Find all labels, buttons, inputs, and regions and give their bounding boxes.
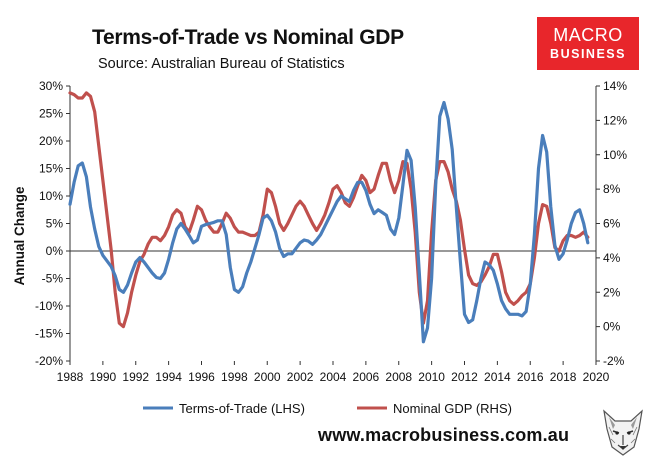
brand-logo[interactable]: MACRO BUSINESS <box>537 17 639 70</box>
left-tick-label: -10% <box>35 299 63 313</box>
series-line-nominal-gdp <box>68 91 590 329</box>
right-tick-label: 10% <box>603 148 627 162</box>
x-tick-label: 1996 <box>188 370 215 384</box>
brand-logo-line1: MACRO <box>553 25 623 45</box>
left-tick-label: 5% <box>46 217 64 231</box>
website-url[interactable]: www.macrobusiness.com.au <box>318 425 570 445</box>
x-tick-label: 2010 <box>418 370 445 384</box>
y-axis-label: Annual Change <box>12 186 27 285</box>
right-tick-label: 14% <box>603 79 627 93</box>
left-tick-label: -5% <box>42 272 64 286</box>
left-tick-label: -20% <box>35 354 63 368</box>
x-tick-label: 2008 <box>385 370 412 384</box>
right-tick-label: -2% <box>603 354 625 368</box>
legend-label-gdp: Nominal GDP (RHS) <box>393 401 512 416</box>
x-tick-label: 2002 <box>287 370 314 384</box>
left-tick-label: 30% <box>39 79 63 93</box>
x-tick-label: 2014 <box>484 370 511 384</box>
left-tick-label: 20% <box>39 134 63 148</box>
x-tick-label: 2016 <box>517 370 544 384</box>
x-tick-label: 2018 <box>550 370 577 384</box>
right-tick-label: 4% <box>603 251 621 265</box>
right-tick-label: 6% <box>603 217 621 231</box>
right-tick-label: 2% <box>603 285 621 299</box>
left-tick-label: 10% <box>39 189 63 203</box>
left-tick-label: 15% <box>39 162 63 176</box>
x-tick-label: 2000 <box>254 370 281 384</box>
x-tick-label: 2006 <box>353 370 380 384</box>
legend-label-tot: Terms-of-Trade (LHS) <box>179 401 305 416</box>
left-tick-label: 0% <box>46 244 64 258</box>
series-line-terms-of-trade <box>68 100 590 344</box>
x-tick-label: 1988 <box>57 370 84 384</box>
right-tick-label: 12% <box>603 113 627 127</box>
x-tick-label: 1998 <box>221 370 248 384</box>
x-tick-label: 2004 <box>320 370 347 384</box>
legend: Terms-of-Trade (LHS) Nominal GDP (RHS) <box>143 401 512 416</box>
left-tick-label: -15% <box>35 327 63 341</box>
x-tick-label: 2012 <box>451 370 478 384</box>
right-tick-label: 0% <box>603 320 621 334</box>
x-tick-label: 1992 <box>122 370 149 384</box>
x-tick-label: 1990 <box>90 370 117 384</box>
left-tick-label: 25% <box>39 107 63 121</box>
x-tick-label: 2020 <box>583 370 610 384</box>
x-tick-label: 1994 <box>155 370 182 384</box>
brand-logo-line2: BUSINESS <box>550 47 626 61</box>
wolf-logo-icon <box>603 409 643 456</box>
right-tick-label: 8% <box>603 182 621 196</box>
chart-title: Terms-of-Trade vs Nominal GDP <box>92 26 404 49</box>
chart-subtitle: Source: Australian Bureau of Statistics <box>98 56 345 72</box>
